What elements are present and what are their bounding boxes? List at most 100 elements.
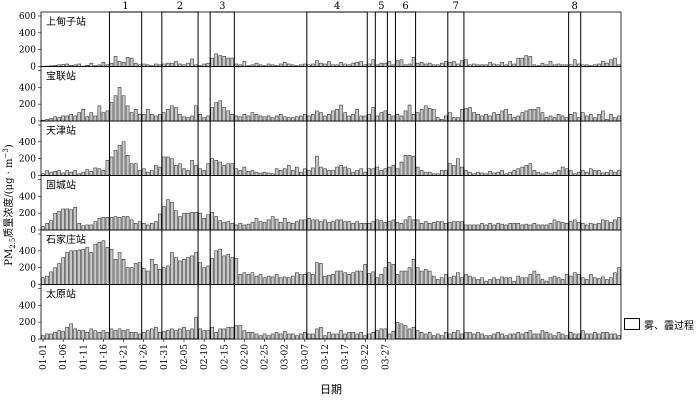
bar [137,170,142,176]
fog-event-label: 8 [571,1,577,12]
bar [222,56,227,67]
bar [568,275,573,285]
bar [250,170,255,176]
bar [178,163,182,176]
bar [363,223,368,231]
bar [460,166,464,176]
bar [391,219,396,231]
fog-event-box [306,11,368,340]
bar [431,275,436,285]
bar [427,223,432,231]
y-tick-label: 0 [30,172,36,182]
bar [548,115,553,122]
bar [129,112,134,122]
bar [319,263,323,285]
bar [556,332,561,340]
bar [452,117,456,122]
bar [174,257,178,285]
bar [399,270,404,285]
bar [431,335,436,340]
bar [315,110,319,122]
bar [335,333,339,340]
station-label: 固城站 [46,179,76,192]
bar [105,247,110,285]
bar [472,224,476,231]
bar [129,332,134,340]
bar [371,59,376,67]
bar [154,264,158,285]
bar [57,117,61,122]
bar [230,257,235,285]
bar [343,333,347,340]
bar [504,277,508,285]
bar [61,257,65,285]
bar [278,222,283,231]
bar [133,108,138,122]
bar [460,221,464,231]
bar [593,332,597,340]
bar [572,272,577,285]
bar [387,61,392,67]
bar [540,279,545,285]
bar [585,115,589,122]
bar [383,168,388,176]
bar [262,333,267,340]
bar [206,62,210,67]
bar [133,223,138,231]
bar [395,321,400,340]
bar [170,62,174,67]
bar [319,166,323,176]
bar [379,328,384,340]
bar [307,170,311,176]
bar [351,62,355,67]
bar [117,87,122,122]
bar [415,330,420,340]
bar [186,257,190,285]
bar [375,166,380,176]
bar [69,171,73,176]
bar [101,170,106,176]
bar [327,332,331,340]
bar [69,250,73,285]
bar [496,223,500,231]
bar [323,115,327,122]
bar [452,61,456,67]
bar [319,62,323,67]
bar [246,332,251,340]
bar [250,332,255,340]
fog-event-box [108,11,143,340]
bar [327,222,331,231]
bar [105,332,110,340]
bar [45,333,49,340]
bar [133,263,138,285]
bar [222,255,227,285]
bar [456,330,460,340]
bar [444,332,448,340]
bar [97,168,102,176]
bar [476,171,480,176]
station-label: 宝联站 [46,70,76,83]
bar [552,275,557,285]
bar [528,163,533,176]
bar [238,325,243,340]
bar [512,223,517,231]
bar [307,272,311,285]
bar [121,330,126,340]
bar [524,223,529,231]
bar [589,333,593,340]
bar [617,335,621,340]
bar [597,278,601,285]
bar [355,270,359,285]
fog-event-label: 5 [378,1,384,12]
bar [53,212,57,231]
bar [206,214,210,231]
bar [568,114,573,122]
bar [234,224,239,231]
bar [609,59,613,67]
y-tick-label: 400 [19,301,36,311]
bar [101,217,106,231]
bar [528,56,533,67]
bar [210,326,214,340]
bar [133,332,138,340]
bar [448,222,452,231]
